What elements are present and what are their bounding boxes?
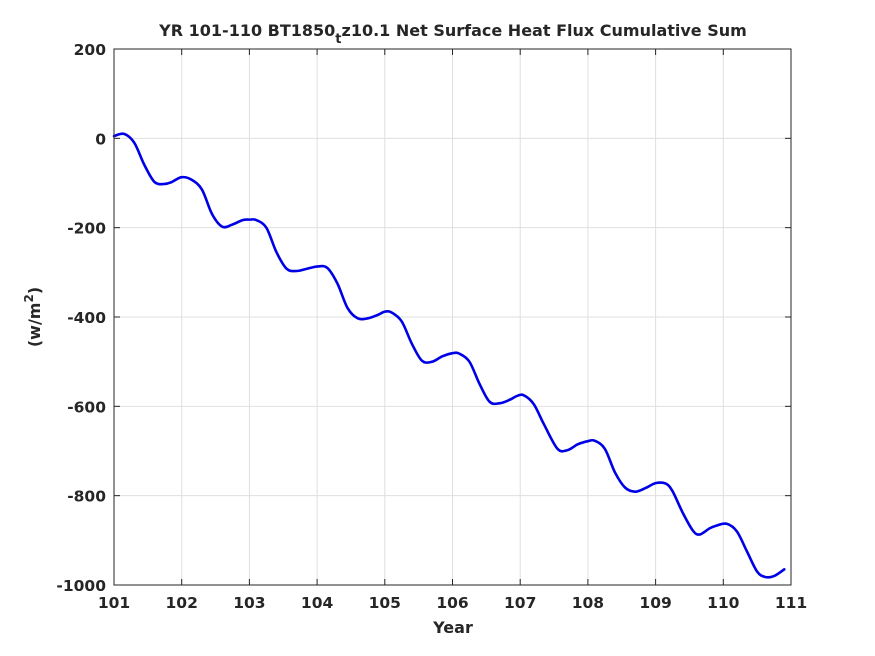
x-tick-label: 108 <box>572 594 604 612</box>
chart-title: YR 101-110 BT1850tz10.1 Net Surface Heat… <box>158 21 747 47</box>
y-tick-label: 200 <box>74 41 107 59</box>
x-tick-label: 103 <box>233 594 265 612</box>
y-axis-label-base: (w/m <box>25 303 44 348</box>
x-tick-label: 111 <box>775 594 807 612</box>
y-axis-label-close: ) <box>25 287 44 294</box>
chart-title-subscript: t <box>335 32 341 47</box>
y-tick-label: -800 <box>67 488 106 506</box>
x-tick-label: 110 <box>707 594 740 612</box>
x-axis-tick-labels: 101 102 103 104 105 106 107 108 109 110 111 <box>98 594 807 612</box>
series-line <box>112 132 786 579</box>
y-axis-label: (w/m2) <box>22 287 44 347</box>
y-tick-label: -400 <box>67 309 106 327</box>
chart-title-rest: z10.1 Net Surface Heat Flux Cumulative S… <box>342 21 747 40</box>
chart-title-main: YR 101-110 BT1850 <box>158 21 335 40</box>
x-tick-label: 106 <box>436 594 468 612</box>
x-tick-label: 101 <box>98 594 130 612</box>
x-tick-label: 105 <box>369 594 401 612</box>
x-tick-label: 104 <box>301 594 334 612</box>
y-axis-tick-labels: 200 0 -200 -400 -600 -800 -1000 <box>56 41 106 595</box>
y-tick-label: -200 <box>67 220 106 238</box>
x-tick-label: 107 <box>504 594 536 612</box>
y-tick-label: -600 <box>67 398 106 416</box>
y-tick-label: -1000 <box>56 577 106 595</box>
x-tick-label: 109 <box>639 594 671 612</box>
y-axis-label-superscript: 2 <box>22 294 36 302</box>
tick-marks <box>113 48 792 586</box>
x-axis-label: Year <box>432 618 473 637</box>
y-tick-label: 0 <box>95 130 106 148</box>
series-group <box>112 132 786 579</box>
x-tick-label: 102 <box>166 594 198 612</box>
